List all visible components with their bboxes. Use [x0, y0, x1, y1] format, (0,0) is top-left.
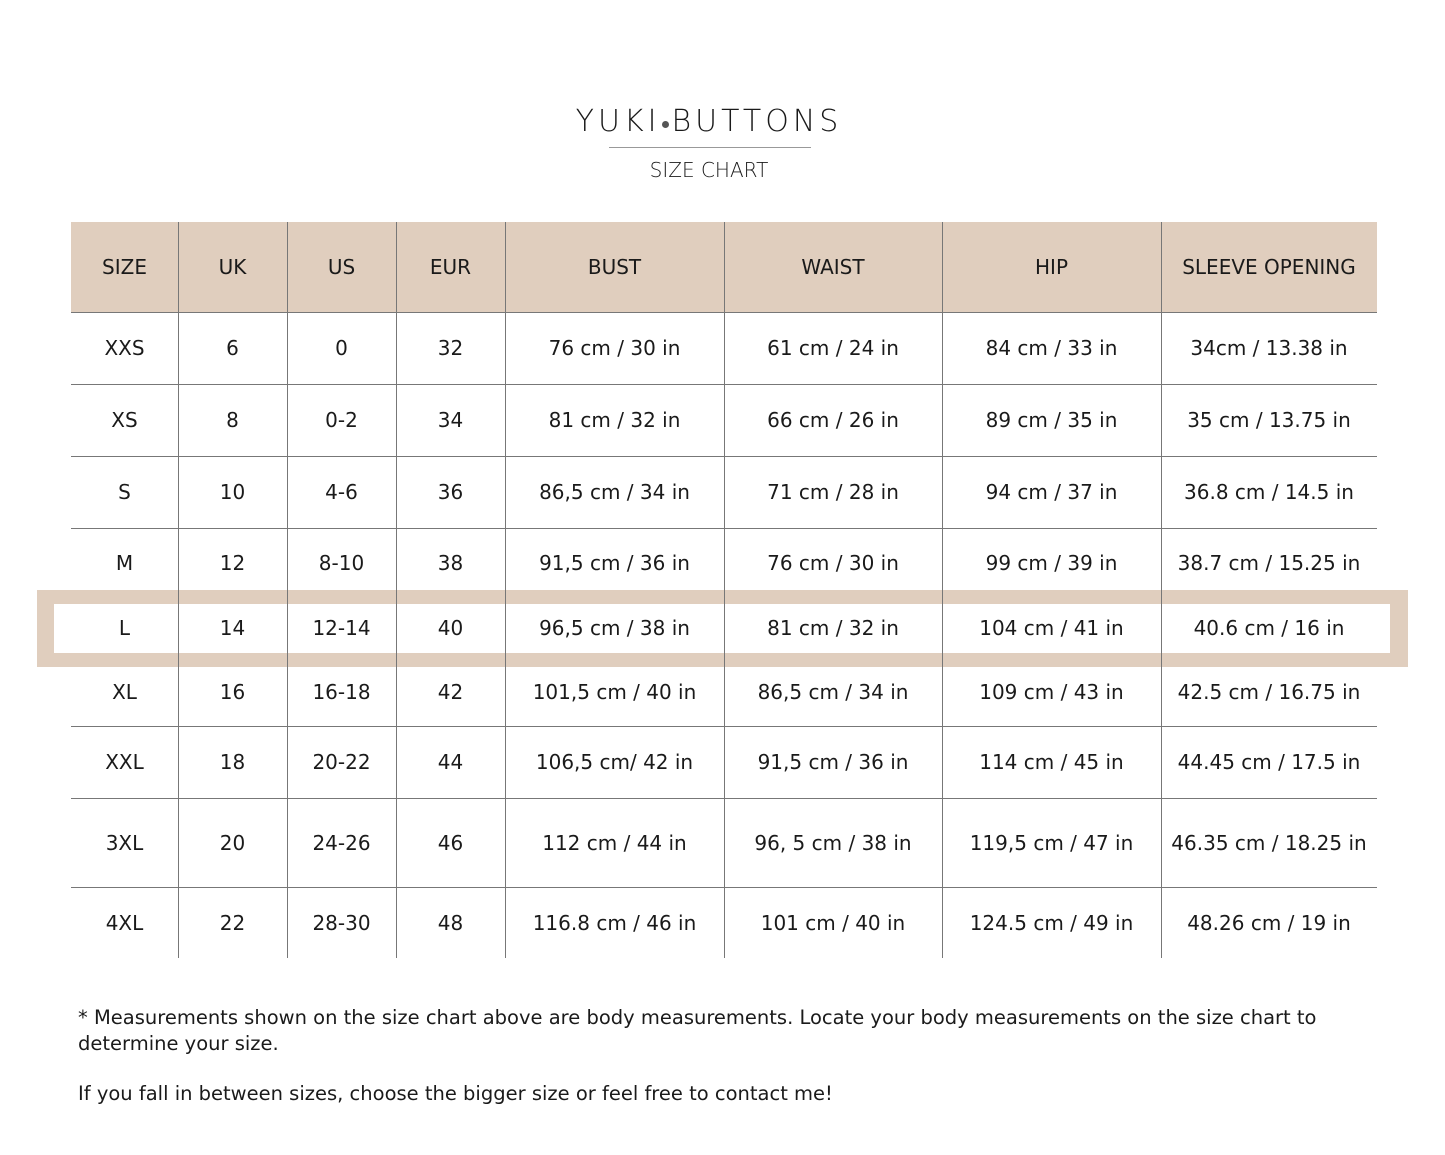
- table-cell: 48.26 cm / 19 in: [1187, 910, 1351, 935]
- table-cell: 96,5 cm / 38 in: [539, 616, 690, 640]
- table-cell: XXS: [104, 336, 145, 360]
- table-cell: 16-18: [312, 680, 371, 704]
- table-cell: 6: [226, 336, 239, 360]
- column-divider: [505, 222, 506, 958]
- table-cell: 20: [219, 830, 246, 855]
- table-cell: 46: [437, 830, 464, 855]
- column-header: SLEEVE OPENING: [1182, 255, 1356, 279]
- table-cell: 119,5 cm / 47 in: [969, 830, 1134, 855]
- table-cell: 71 cm / 28 in: [767, 480, 899, 504]
- table-cell: 114 cm / 45 in: [979, 750, 1124, 774]
- table-cell: 38: [437, 551, 464, 575]
- table-cell: 40.6 cm / 16 in: [1193, 616, 1345, 640]
- column-header: EUR: [429, 255, 472, 279]
- table-cell: 8: [226, 408, 239, 432]
- column-header: BUST: [587, 255, 642, 279]
- table-cell: L: [118, 616, 131, 640]
- table-cell: 104 cm / 41 in: [979, 616, 1124, 640]
- title-divider: [609, 147, 811, 148]
- brand-left: YUKI: [575, 104, 661, 139]
- table-cell: 4-6: [325, 480, 358, 504]
- table-cell: 101 cm / 40 in: [760, 910, 906, 935]
- table-cell: 46.35 cm / 18.25 in: [1171, 830, 1367, 855]
- table-cell: 96, 5 cm / 38 in: [754, 830, 912, 855]
- table-cell: 38.7 cm / 15.25 in: [1177, 551, 1361, 575]
- table-cell: 76 cm / 30 in: [767, 551, 899, 575]
- table-cell: 89 cm / 35 in: [985, 408, 1118, 432]
- table-cell: 20-22: [312, 750, 371, 774]
- column-header: UK: [218, 255, 247, 279]
- table-cell: S: [118, 480, 131, 504]
- table-cell: 99 cm / 39 in: [985, 551, 1118, 575]
- table-cell: 94 cm / 37 in: [985, 480, 1118, 504]
- table-cell: 91,5 cm / 36 in: [757, 750, 909, 774]
- column-divider: [942, 222, 943, 958]
- table-cell: 36: [437, 480, 464, 504]
- table-cell: 4XL: [105, 910, 144, 935]
- table-cell: 44.45 cm / 17.5 in: [1177, 750, 1361, 774]
- table-cell: 16: [219, 680, 246, 704]
- table-cell: 48: [437, 910, 464, 935]
- column-header: HIP: [1035, 255, 1068, 279]
- table-cell: 106,5 cm/ 42 in: [535, 750, 694, 774]
- table-cell: XS: [111, 408, 138, 432]
- table-cell: 101,5 cm / 40 in: [532, 680, 697, 704]
- column-header: WAIST: [801, 255, 865, 279]
- column-divider: [287, 222, 288, 958]
- table-cell: 0: [335, 336, 348, 360]
- table-cell: 42: [437, 680, 464, 704]
- column-divider: [396, 222, 397, 958]
- table-cell: 32: [437, 336, 464, 360]
- table-cell: 22: [219, 910, 246, 935]
- column-divider: [724, 222, 725, 958]
- table-cell: 44: [437, 750, 464, 774]
- page-title: SIZE CHART: [649, 158, 769, 182]
- table-cell: 124.5 cm / 49 in: [969, 910, 1134, 935]
- table-cell: 40: [437, 616, 464, 640]
- brand-logo: YUKI BUTTONS: [0, 104, 1418, 139]
- table-cell: 18: [219, 750, 246, 774]
- table-cell: XXL: [105, 750, 144, 774]
- table-cell: 116.8 cm / 46 in: [532, 910, 697, 935]
- table-cell: 66 cm / 26 in: [767, 408, 899, 432]
- table-cell: 35 cm / 13.75 in: [1187, 408, 1351, 432]
- note-between-sizes: If you fall in between sizes, choose the…: [78, 1082, 833, 1105]
- table-cell: 91,5 cm / 36 in: [539, 551, 690, 575]
- table-cell: 34: [437, 408, 464, 432]
- table-cell: 12-14: [312, 616, 371, 640]
- table-cell: 112 cm / 44 in: [542, 830, 687, 855]
- table-cell: 109 cm / 43 in: [979, 680, 1124, 704]
- table-cell: 42.5 cm / 16.75 in: [1177, 680, 1361, 704]
- table-cell: 0-2: [325, 408, 358, 432]
- note-measurements: * Measurements shown on the size chart a…: [78, 1006, 1317, 1055]
- table-cell: 10: [219, 480, 246, 504]
- table-cell: 34cm / 13.38 in: [1190, 336, 1348, 360]
- table-cell: 3XL: [105, 830, 144, 855]
- table-cell: 86,5 cm / 34 in: [539, 480, 690, 504]
- column-divider: [178, 222, 179, 958]
- table-cell: 12: [219, 551, 246, 575]
- brand-dot: [662, 121, 670, 128]
- table-cell: 8-10: [318, 551, 365, 575]
- table-cell: 86,5 cm / 34 in: [757, 680, 909, 704]
- column-header: SIZE: [102, 255, 147, 279]
- column-divider: [1161, 222, 1162, 958]
- table-cell: 61 cm / 24 in: [767, 336, 899, 360]
- table-cell: 28-30: [312, 910, 371, 935]
- column-header: US: [327, 255, 356, 279]
- table-cell: 84 cm / 33 in: [985, 336, 1118, 360]
- highlight-row-inner: [54, 604, 1390, 653]
- table-cell: 81 cm / 32 in: [767, 616, 899, 640]
- brand-right: BUTTONS: [671, 104, 843, 139]
- table-cell: 14: [219, 616, 246, 640]
- table-cell: 76 cm / 30 in: [548, 336, 681, 360]
- table-cell: XL: [112, 680, 137, 704]
- table-cell: 24-26: [312, 830, 371, 855]
- table-cell: M: [115, 551, 134, 575]
- table-cell: 81 cm / 32 in: [548, 408, 681, 432]
- table-cell: 36.8 cm / 14.5 in: [1184, 480, 1354, 504]
